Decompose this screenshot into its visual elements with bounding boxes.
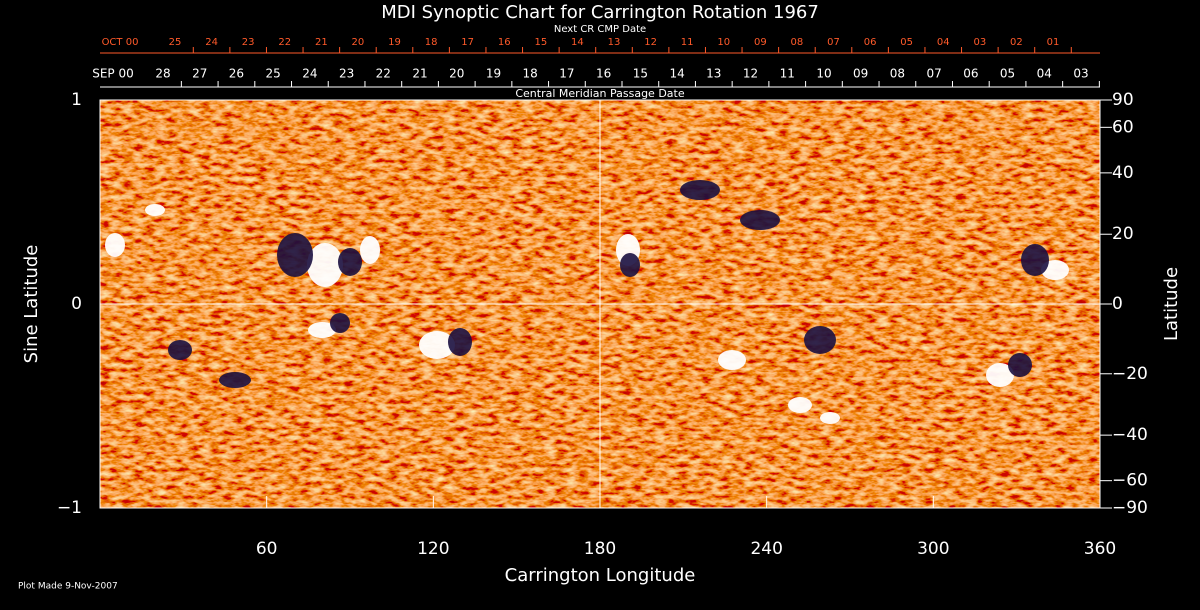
footer: Plot Made 9-Nov-2007 xyxy=(18,582,118,592)
date-tick-label: 12 xyxy=(743,67,758,81)
x-tick-label: 180 xyxy=(584,539,616,559)
date-tick-label: 11 xyxy=(780,67,795,81)
y2-tick-label: 0 xyxy=(1112,294,1123,314)
date-tick-label: 19 xyxy=(486,67,501,81)
date-tick-label: 22 xyxy=(376,67,391,81)
x-tick-label: 360 xyxy=(1084,539,1116,559)
date-tick-label: 08 xyxy=(890,67,905,81)
date-tick-label: 04 xyxy=(1037,67,1052,81)
date-tick-label: 17 xyxy=(461,37,474,48)
date-tick-label: 27 xyxy=(192,67,207,81)
date-tick-label: 10 xyxy=(717,37,730,48)
date-tick-label: 05 xyxy=(900,37,913,48)
date-tick-label: 01 xyxy=(1047,37,1060,48)
date-tick-label: 28 xyxy=(155,67,170,81)
y2-tick-label: −90 xyxy=(1112,498,1148,518)
date-axis-month: SEP 00 xyxy=(92,67,134,81)
date-tick-label: 14 xyxy=(571,37,584,48)
date-tick-label: 26 xyxy=(229,67,244,81)
date-tick-label: 20 xyxy=(352,37,365,48)
x-tick-label: 120 xyxy=(417,539,449,559)
y-tick-label: 0 xyxy=(71,294,82,314)
date-tick-label: 02 xyxy=(1010,37,1023,48)
date-tick-label: 09 xyxy=(853,67,868,81)
date-tick-label: 17 xyxy=(559,67,574,81)
chart-title: MDI Synoptic Chart for Carrington Rotati… xyxy=(381,2,819,23)
date-tick-label: 15 xyxy=(633,67,648,81)
date-tick-label: 06 xyxy=(864,37,877,48)
date-tick-label: 23 xyxy=(242,37,255,48)
date-tick-label: 19 xyxy=(388,37,401,48)
date-tick-label: 12 xyxy=(644,37,657,48)
date-axis-month: OCT 00 xyxy=(102,37,139,48)
date-tick-label: 06 xyxy=(963,67,978,81)
date-tick-label: 21 xyxy=(315,37,328,48)
date-tick-label: 20 xyxy=(449,67,464,81)
y-tick-label: −1 xyxy=(57,498,82,518)
date-tick-label: 21 xyxy=(412,67,427,81)
date-tick-label: 25 xyxy=(266,67,281,81)
date-tick-label: 09 xyxy=(754,37,767,48)
date-tick-label: 13 xyxy=(706,67,721,81)
y2-tick-label: 40 xyxy=(1112,163,1134,183)
date-tick-label: 18 xyxy=(425,37,438,48)
date-tick-label: 16 xyxy=(498,37,511,48)
date-tick-label: 15 xyxy=(534,37,547,48)
date-tick-label: 03 xyxy=(1073,67,1088,81)
date-tick-label: 16 xyxy=(596,67,611,81)
top-axis-label: Central Meridian Passage Date xyxy=(515,87,684,100)
date-tick-label: 07 xyxy=(926,67,941,81)
y2-tick-label: 90 xyxy=(1112,90,1134,110)
date-tick-label: 18 xyxy=(523,67,538,81)
y-axis-label: Sine Latitude xyxy=(21,245,42,364)
date-tick-label: 05 xyxy=(1000,67,1015,81)
y2-tick-label: −40 xyxy=(1112,425,1148,445)
x-tick-label: 240 xyxy=(750,539,782,559)
date-tick-label: 04 xyxy=(937,37,950,48)
x-tick-label: 300 xyxy=(917,539,949,559)
y2-tick-label: −60 xyxy=(1112,471,1148,491)
x-tick-label: 60 xyxy=(256,539,278,559)
y2-axis-label: Latitude xyxy=(1161,267,1182,341)
date-tick-label: 24 xyxy=(205,37,218,48)
date-tick-label: 07 xyxy=(827,37,840,48)
y2-tick-label: 20 xyxy=(1112,224,1134,244)
date-tick-label: 14 xyxy=(669,67,684,81)
date-tick-label: 08 xyxy=(791,37,804,48)
y-tick-label: 1 xyxy=(71,90,82,110)
date-tick-label: 03 xyxy=(973,37,986,48)
date-tick-label: 22 xyxy=(278,37,291,48)
date-tick-label: 10 xyxy=(816,67,831,81)
date-tick-label: 11 xyxy=(681,37,694,48)
date-tick-label: 23 xyxy=(339,67,354,81)
date-tick-label: 24 xyxy=(302,67,317,81)
next-axis-label: Next CR CMP Date xyxy=(554,24,646,35)
date-tick-label: 13 xyxy=(608,37,621,48)
x-axis-label: Carrington Longitude xyxy=(505,565,696,586)
date-tick-label: 25 xyxy=(169,37,182,48)
y2-tick-label: 60 xyxy=(1112,117,1134,137)
y2-tick-label: −20 xyxy=(1112,364,1148,384)
